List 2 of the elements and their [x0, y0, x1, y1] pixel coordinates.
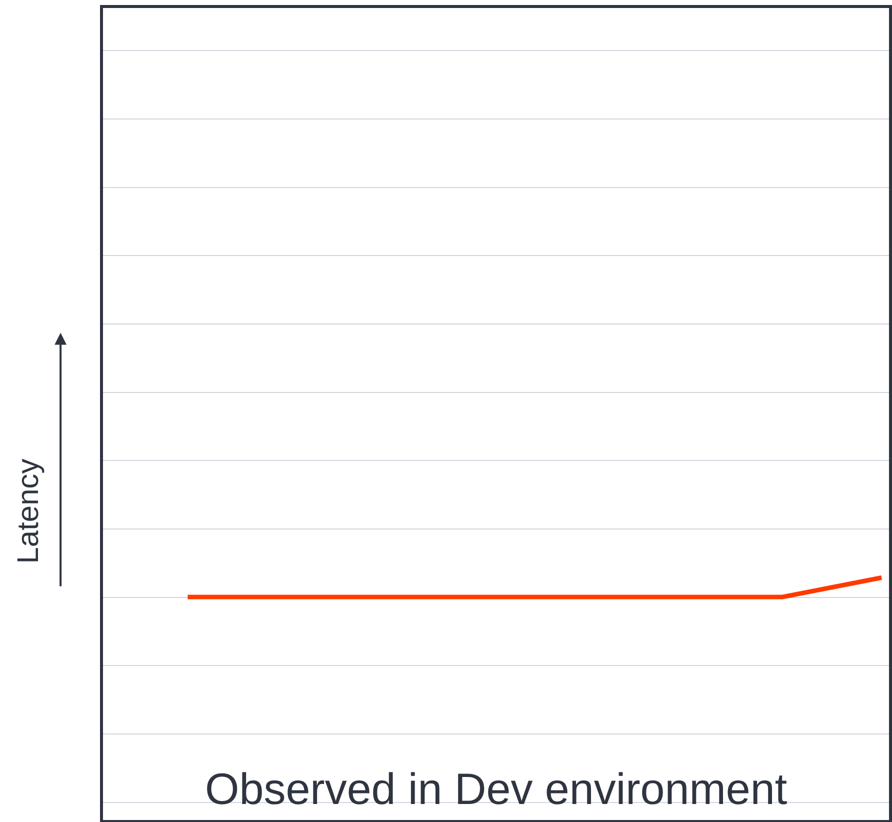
y-axis-title: Latency	[12, 458, 45, 564]
text: Observed in Dev environment	[205, 765, 788, 814]
